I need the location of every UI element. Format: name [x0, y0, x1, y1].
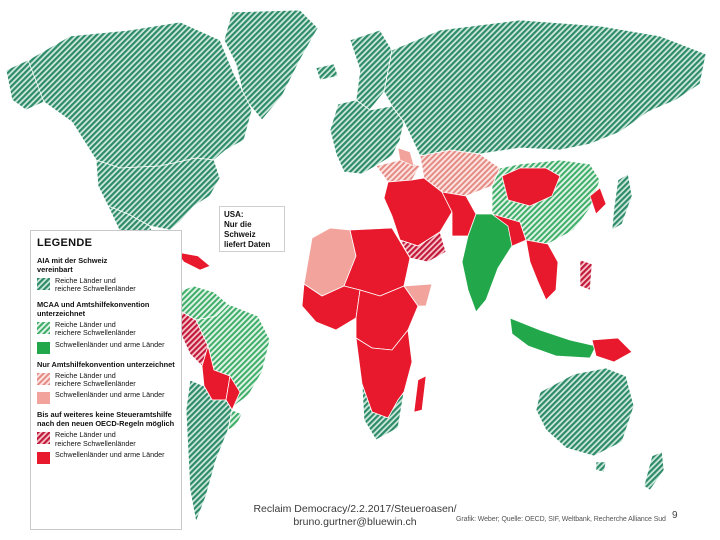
legend-item: Schwellenländer und arme Länder — [37, 450, 175, 465]
region-turkey — [375, 159, 421, 183]
legend-label: Schwellenländer und arme Länder — [55, 339, 165, 349]
region-madagascar — [413, 375, 427, 413]
legend-group-mult-line1: Nur Amtshilfekonvention unterzeichnet — [37, 359, 175, 369]
region-caribbean — [175, 251, 211, 271]
page-number: 9 — [672, 510, 678, 521]
legend-group-none-line2: nach den neuen OECD-Regeln möglich — [37, 419, 175, 429]
legend-label: Schwellenländer und arme Länder — [55, 450, 165, 460]
legend-group-aia-line1: AIA mit der Schweiz — [37, 256, 108, 265]
region-indonesia — [509, 317, 597, 359]
region-philippines — [579, 259, 593, 291]
legend-item: Reiche Länder und reichere Schwellenländ… — [37, 431, 175, 448]
legend-title: LEGENDE — [37, 237, 93, 249]
region-uruguay — [227, 409, 243, 431]
region-new-zealand — [643, 451, 665, 491]
legend-swatch-mcaa-rich — [37, 321, 50, 334]
region-europe — [329, 99, 405, 175]
usa-callout-line1: USA: — [224, 210, 244, 219]
legend-label-line2: reichere Schwellenländer — [55, 379, 136, 389]
region-mongolia — [501, 167, 561, 207]
legend-item: Schwellenländer und arme Länder — [37, 390, 175, 405]
usa-callout-line3: liefert Daten — [224, 240, 271, 249]
region-south-africa — [361, 383, 405, 441]
source-credit: Grafik: Weber; Quelle: OECD, SIF, Weltba… — [456, 516, 666, 523]
legend-label-line1: Schwellenländer und arme Länder — [55, 450, 165, 460]
region-india — [461, 213, 513, 313]
legend-item: Schwellenländer und arme Länder — [37, 339, 175, 354]
legend-group-aia-line2: vereinbart — [37, 265, 73, 274]
legend-label-line2: reichere Schwellenländer — [55, 328, 136, 338]
legend-swatch-mcaa-poor — [37, 341, 50, 354]
legend-swatch-none-rich — [37, 432, 50, 445]
region-greenland — [223, 9, 319, 121]
legend-label: Reiche Länder und reichere Schwellenländ… — [55, 319, 136, 338]
region-caucasus — [397, 147, 415, 167]
region-east-africa — [403, 283, 433, 307]
legend-label-line1: Reiche Länder und — [55, 430, 116, 440]
legend-group-none-heading: Bis auf weiteres keine Steueramtshilfe n… — [37, 410, 175, 428]
region-japan — [611, 173, 633, 231]
legend-swatch-mult-rich — [37, 372, 50, 385]
region-canada — [27, 21, 253, 169]
slide-footer: Reclaim Democracy/2.2.2017/Steueroasen/ … — [230, 503, 480, 529]
legend-label: Schwellenländer und arme Länder — [55, 390, 165, 400]
legend-group-aia-heading: AIA mit der Schweiz vereinbart — [37, 256, 175, 274]
legend-label-line1: Reiche Länder und — [55, 276, 116, 285]
legend-item: Reiche Länder und reichere Schwellenländ… — [37, 319, 175, 338]
legend-group-mcaa-heading: MCAA und Amtshilfekonvention unterzeichn… — [37, 300, 175, 318]
legend-group-none-line1: Bis auf weiteres keine Steueramtshilfe — [37, 410, 172, 420]
usa-callout-line2: Nur die Schweiz — [224, 220, 256, 239]
map-legend: LEGENDE AIA mit der Schweiz vereinbart R… — [30, 230, 182, 530]
legend-swatch-aia-rich — [37, 278, 50, 290]
legend-label: Reiche Länder und reichere Schwellenländ… — [55, 276, 136, 294]
region-papua — [591, 337, 633, 363]
region-russia — [383, 19, 707, 157]
legend-swatch-none-poor — [37, 452, 50, 465]
legend-label: Reiche Länder und reichere Schwellenländ… — [55, 431, 136, 448]
legend-group-mcaa-line2: unterzeichnet — [37, 308, 86, 318]
legend-group-mcaa-line1: MCAA und Amtshilfekonvention — [37, 299, 150, 309]
legend-label: Reiche Länder und reichere Schwellenländ… — [55, 370, 136, 389]
legend-label-line1: Reiche Länder und — [55, 370, 116, 380]
legend-item: Reiche Länder und reichere Schwellenländ… — [37, 276, 175, 294]
footer-line1: Reclaim Democracy/2.2.2017/Steueroasen/ — [253, 503, 457, 515]
legend-label-line2: reichere Schwellenländer — [55, 284, 136, 294]
footer-line2: bruno.gurtner@bluewin.ch — [293, 516, 417, 528]
legend-label-line1: Reiche Länder und — [55, 319, 116, 329]
region-scandinavia — [349, 29, 393, 111]
region-se-asia — [525, 239, 559, 301]
region-australia — [535, 367, 635, 457]
region-alaska — [5, 59, 45, 111]
region-korea — [589, 187, 607, 215]
usa-callout: USA: Nur die Schweiz liefert Daten — [219, 206, 285, 252]
region-argentina-chile — [185, 379, 233, 524]
legend-swatch-mult-poor — [37, 392, 50, 405]
legend-label-line1: Schwellenländer und arme Länder — [55, 390, 165, 400]
legend-group-mult-heading: Nur Amtshilfekonvention unterzeichnet — [37, 360, 175, 369]
region-tasmania — [595, 461, 607, 473]
legend-item: Reiche Länder und reichere Schwellenländ… — [37, 370, 175, 389]
legend-label-line2: reichere Schwellenländer — [55, 438, 136, 448]
region-iceland — [315, 63, 339, 81]
legend-label-line1: Schwellenländer und arme Länder — [55, 339, 165, 349]
